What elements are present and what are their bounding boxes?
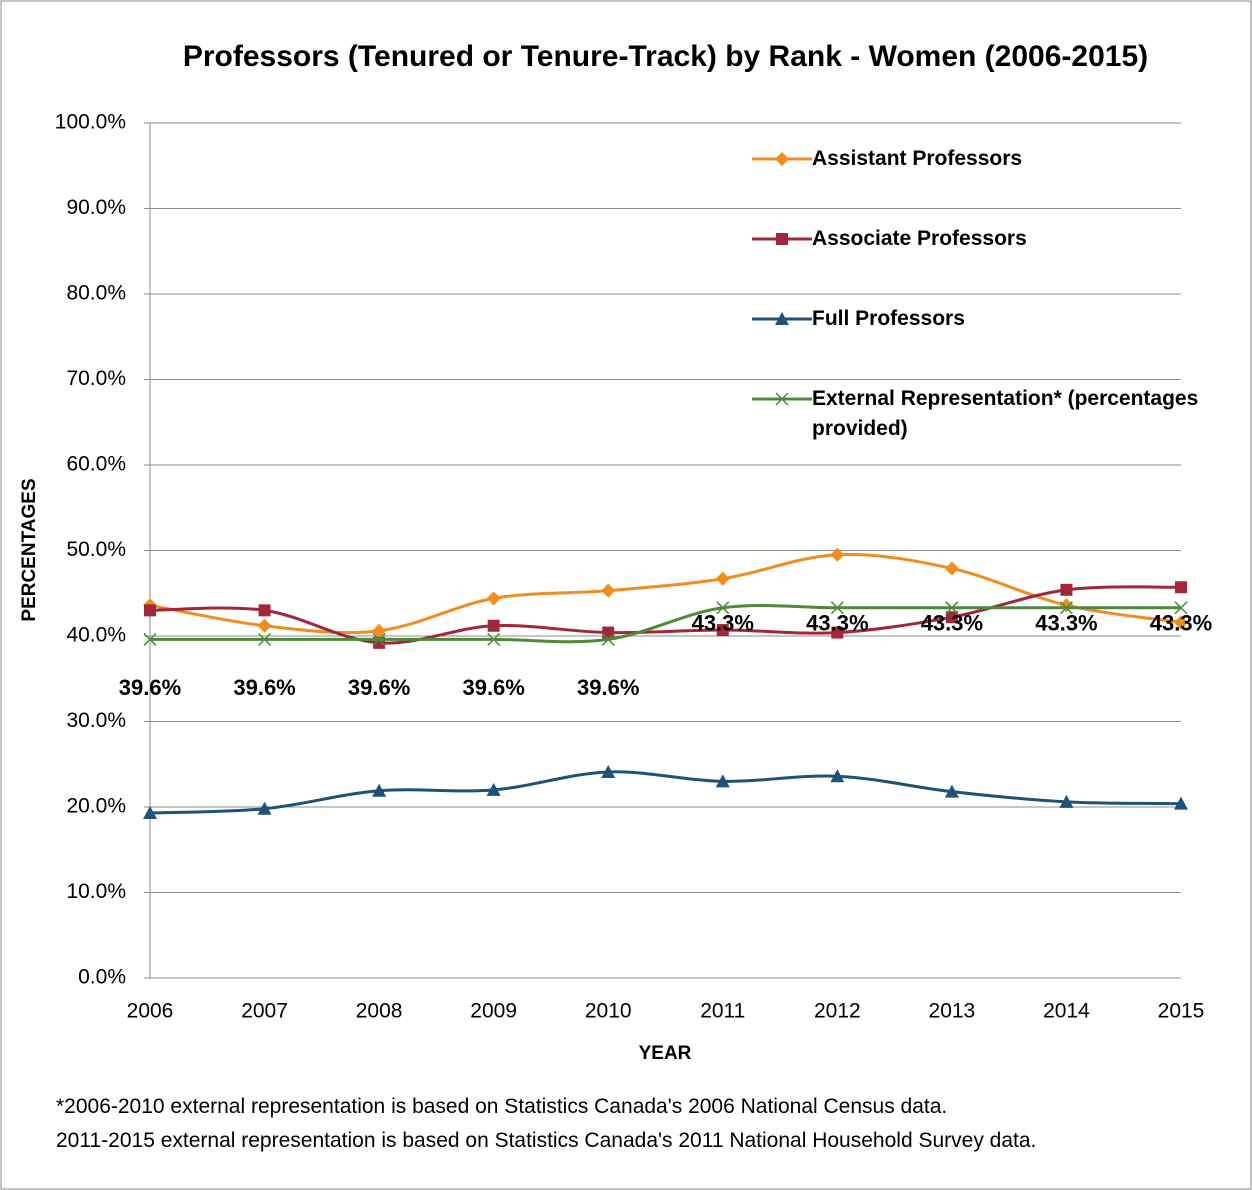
x-tick-label: 2006 <box>127 1000 174 1023</box>
legend-label: External Representation* (percentages pr… <box>812 387 1199 440</box>
marker <box>143 632 157 646</box>
legend-item: Assistant Professors <box>752 144 1222 224</box>
marker <box>776 233 788 245</box>
x-axis-label: YEAR <box>639 1043 692 1064</box>
marker <box>945 601 959 615</box>
marker <box>1059 794 1074 808</box>
marker <box>715 774 730 788</box>
legend-item: Full Professors <box>752 304 1222 384</box>
marker <box>1059 601 1073 615</box>
marker <box>945 611 958 624</box>
legend-label: Full Professors <box>812 307 965 330</box>
marker <box>143 805 157 819</box>
legend-swatch <box>752 312 812 325</box>
legend-swatch <box>752 392 812 406</box>
data-label: 39.6% <box>348 675 410 700</box>
y-tick-label: 70.0% <box>66 367 126 390</box>
marker <box>716 601 730 615</box>
data-label: 43.3% <box>1035 611 1097 636</box>
series-line <box>149 553 1182 635</box>
marker <box>487 619 500 632</box>
marker <box>258 604 271 617</box>
x-tick-label: 2013 <box>929 1000 976 1023</box>
marker <box>715 571 730 586</box>
marker <box>775 392 789 406</box>
marker <box>372 783 387 797</box>
series-line <box>149 585 1182 645</box>
series-line <box>149 770 1182 815</box>
legend-swatch <box>752 152 812 166</box>
marker <box>486 591 501 606</box>
legend-label: Assistant Professors <box>812 147 1023 170</box>
x-tick-label: 2009 <box>470 1000 517 1023</box>
marker <box>487 632 501 646</box>
y-tick-label: 20.0% <box>66 795 126 818</box>
marker <box>1174 601 1188 615</box>
y-tick-label: 80.0% <box>66 282 126 305</box>
footnotes: *2006-2010 external representation is ba… <box>56 1090 1036 1158</box>
marker <box>775 312 789 325</box>
marker <box>830 547 845 562</box>
footnote: *2006-2010 external representation is ba… <box>56 1095 948 1118</box>
marker <box>601 583 616 598</box>
marker <box>944 561 959 576</box>
data-label: 39.6% <box>119 675 181 700</box>
y-tick-label: 90.0% <box>66 196 126 219</box>
marker <box>372 623 387 638</box>
data-label: 43.3% <box>692 611 754 636</box>
y-tick-label: 50.0% <box>66 538 126 561</box>
chart-title: Professors (Tenured or Tenure-Track) by … <box>182 40 1149 73</box>
y-tick-label: 10.0% <box>66 880 126 903</box>
footnote: 2011-2015 external representation is bas… <box>56 1129 1037 1152</box>
x-tick-label: 2011 <box>700 1000 745 1023</box>
data-label: 43.3% <box>921 611 983 636</box>
marker <box>601 764 616 778</box>
marker <box>831 626 844 639</box>
data-label: 43.3% <box>806 611 868 636</box>
marker <box>601 632 615 646</box>
marker <box>716 624 729 637</box>
x-tick-label: 2015 <box>1158 1000 1205 1023</box>
marker <box>258 632 272 646</box>
y-axis-label: PERCENTAGES <box>19 478 40 621</box>
marker <box>1174 796 1188 810</box>
data-label: 43.3% <box>1150 611 1212 636</box>
marker <box>1060 583 1073 596</box>
y-tick-label: 60.0% <box>66 453 126 476</box>
data-label: 39.6% <box>577 675 639 700</box>
legend-item: External Representation* (percentages pr… <box>752 384 1222 464</box>
y-tick-label: 100.0% <box>55 111 126 134</box>
marker <box>602 626 615 639</box>
data-label: 39.6% <box>233 675 295 700</box>
y-tick-label: 40.0% <box>66 624 126 647</box>
y-tick-label: 30.0% <box>66 709 126 732</box>
marker <box>486 782 501 796</box>
x-tick-label: 2007 <box>241 1000 288 1023</box>
marker <box>830 769 845 783</box>
x-tick-label: 2008 <box>356 1000 403 1023</box>
marker <box>1174 615 1188 630</box>
marker <box>944 784 959 798</box>
legend-swatch <box>752 233 812 245</box>
data-label: 39.6% <box>462 675 524 700</box>
y-tick-label: 0.0% <box>78 966 126 989</box>
marker <box>372 632 386 646</box>
legend-label: Associate Professors <box>812 227 1027 250</box>
marker <box>1175 581 1187 594</box>
marker <box>257 801 272 815</box>
x-tick-label: 2014 <box>1043 1000 1090 1023</box>
marker <box>775 152 789 166</box>
marker <box>830 601 844 615</box>
x-tick-label: 2012 <box>814 1000 861 1023</box>
marker <box>257 618 272 633</box>
legend-item: Associate Professors <box>752 224 1222 304</box>
series-line <box>150 603 1181 644</box>
x-tick-label: 2010 <box>585 1000 632 1023</box>
marker <box>144 604 156 617</box>
legend: Assistant Professors Associate Professors… <box>752 144 1222 464</box>
